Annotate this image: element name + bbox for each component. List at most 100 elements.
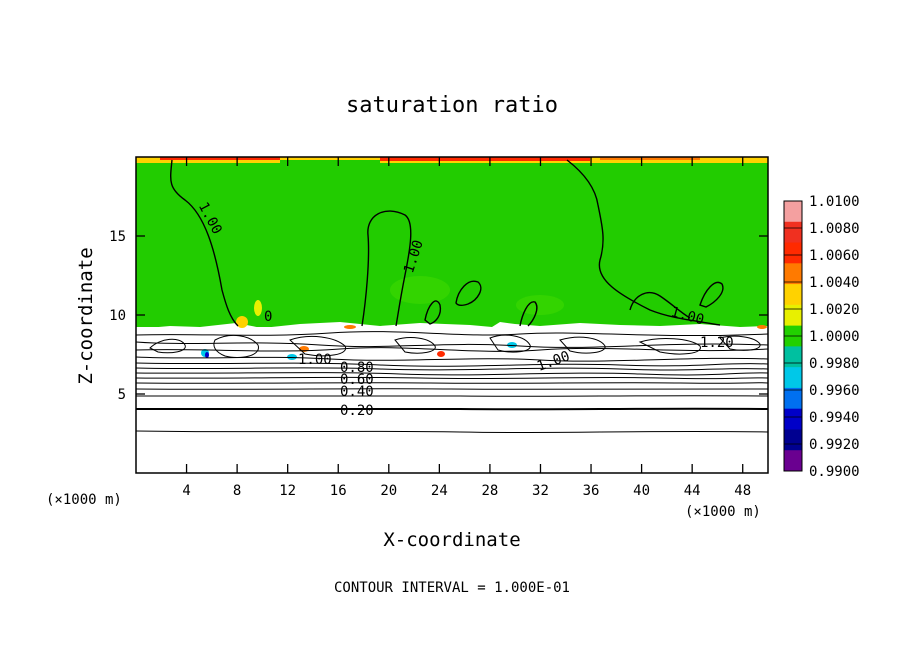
colorbar-label-9: 0.9920	[809, 437, 860, 453]
colorbar-segment-5	[784, 304, 802, 327]
contour-2	[566, 159, 721, 326]
y-tick-label-0: 5	[118, 387, 126, 403]
contour-3	[361, 210, 412, 327]
plot-area: 1.00 1.00 1.00 0 1.20 1.00 1.00 0.80 0.6…	[135, 156, 769, 474]
contour-l8	[135, 376, 769, 380]
contour-l3	[135, 347, 769, 352]
x-axis-label: X-coordinate	[383, 529, 520, 551]
contour-l12	[135, 407, 769, 411]
colorbar-label-10: 0.9900	[809, 464, 860, 480]
contour-l9	[135, 382, 769, 384]
contour-l7	[135, 372, 769, 376]
contour-l13	[135, 430, 769, 434]
contour-4	[455, 280, 482, 307]
contour-1	[170, 159, 239, 327]
y-axis-ticks: 5 10 15	[109, 229, 768, 403]
x-tick-label-11: 48	[734, 483, 751, 499]
contour-interval-note: CONTOUR INTERVAL = 1.000E-01	[334, 580, 570, 596]
y-axis-label: Z-coordinate	[75, 247, 97, 384]
green-field	[136, 157, 768, 329]
x-tick-label-8: 36	[583, 483, 600, 499]
x-unit-left: (×1000 m)	[46, 492, 122, 508]
contour-label-4: 0	[264, 309, 272, 325]
contour-5	[424, 300, 442, 325]
contour-l2	[135, 341, 769, 348]
patch-yellow-2	[254, 300, 262, 316]
contour-c2	[213, 334, 259, 359]
chart-title: saturation ratio	[346, 93, 558, 118]
colorbar-label-7: 0.9960	[809, 383, 860, 399]
colorbar-label-0: 1.0100	[809, 194, 860, 210]
colorbar: 1.0100 1.0080 1.0060 1.0040 1.0020 1.0000 0.99…	[783, 194, 860, 480]
colorbar-label-1: 1.0080	[809, 221, 860, 237]
x-tick-label-5: 24	[431, 483, 448, 499]
contour-label-5: 1.20	[700, 335, 734, 351]
colorbar-segment-2	[784, 242, 802, 264]
contour-8	[629, 292, 691, 319]
patch-orange-2	[344, 325, 356, 329]
x-tick-label-4: 20	[380, 483, 397, 499]
contour-label-6: 1.00	[298, 352, 332, 368]
contour-label-9: 0.60	[340, 372, 374, 388]
contour-label-10: 0.40	[340, 384, 374, 400]
colorbar-segment-12	[784, 450, 802, 472]
colorbar-segment-10	[784, 408, 802, 430]
colorbar-label-2: 1.0060	[809, 248, 860, 264]
patch-red-1	[437, 351, 445, 357]
top-strip-orange	[600, 157, 700, 160]
white-field	[136, 327, 768, 473]
colorbar-label-3: 1.0040	[809, 275, 860, 291]
x-tick-label-10: 44	[684, 483, 701, 499]
colorbar-label-8: 0.9940	[809, 410, 860, 426]
x-unit-right: (×1000 m)	[685, 504, 761, 520]
contour-c5	[489, 334, 531, 353]
x-tick-label-3: 16	[330, 483, 347, 499]
colorbar-segment-9	[784, 387, 802, 410]
patch-cyan-2	[287, 354, 297, 360]
top-strip-red-2	[380, 157, 590, 161]
x-tick-label-9: 40	[633, 483, 650, 499]
contour-l5	[135, 362, 769, 367]
contour-l10	[135, 388, 769, 390]
x-tick-label-7: 32	[532, 483, 549, 499]
colorbar-segment-11	[784, 429, 802, 451]
contours-lower	[135, 331, 769, 434]
contour-c7	[638, 338, 701, 355]
patch-blue-1	[205, 352, 209, 358]
contour-c8	[719, 335, 761, 351]
x-tick-label-1: 8	[233, 483, 241, 499]
x-tick-label-0: 4	[182, 483, 190, 499]
patch-lightgreen-2	[516, 295, 564, 315]
contour-7	[519, 301, 538, 327]
contour-c3	[289, 335, 347, 357]
colorbar-label-5: 1.0000	[809, 329, 860, 345]
colorbar-segment-1	[784, 221, 802, 244]
patch-cyan-3	[507, 342, 517, 348]
y-tick-label-2: 15	[109, 229, 126, 245]
x-axis-ticks: 4 8 12 16 20 24 28 32 36 40 44 48	[182, 157, 751, 499]
colorbar-segment-4	[784, 284, 802, 306]
patch-orange-3	[757, 325, 767, 329]
colorbar-segment-3	[784, 263, 802, 285]
colorbar-segment-7	[784, 346, 802, 368]
layer-boundary	[136, 322, 768, 340]
contour-c6	[559, 336, 606, 354]
top-strip-green	[280, 160, 380, 163]
colorbar-segment-8	[784, 367, 802, 389]
colorbar-label-4: 1.0020	[809, 302, 860, 318]
colorbar-segment-0	[784, 201, 802, 223]
y-tick-label-1: 10	[109, 308, 126, 324]
contour-label-8: 0.80	[340, 360, 374, 376]
contour-l6	[135, 367, 769, 371]
contour-6	[699, 281, 724, 308]
colorbar-label-6: 0.9980	[809, 356, 860, 372]
contour-l11	[135, 395, 769, 397]
contour-c4	[394, 337, 436, 354]
x-tick-label-2: 12	[279, 483, 296, 499]
x-tick-label-6: 28	[481, 483, 498, 499]
contour-label-11: 0.20	[340, 403, 374, 419]
top-strip-red-1	[160, 157, 280, 160]
contour-c1	[149, 338, 186, 354]
patch-yellow-1	[236, 316, 248, 328]
